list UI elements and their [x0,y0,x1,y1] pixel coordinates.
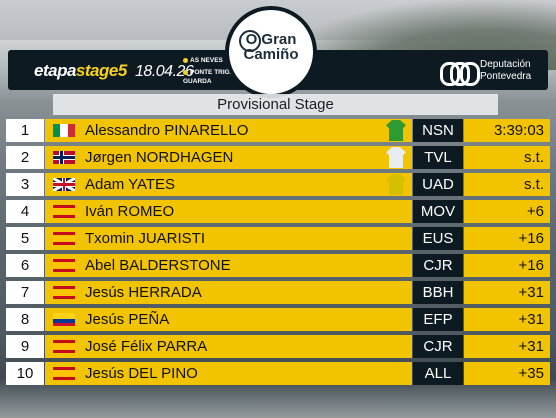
rider-name: Jesús DEL PINO [85,365,198,382]
rider-cell: Jesús PEÑA [45,308,412,331]
time-gap: s.t. [464,173,550,196]
rider-name: Txomin JUARISTI [85,230,206,247]
team-code: CJR [413,254,463,277]
result-row: 6 Abel BALDERSTONE CJR +16 [6,254,550,277]
team-code: UAD [413,173,463,196]
rider-name: Abel BALDERSTONE [85,257,231,274]
position: 6 [6,254,44,277]
time-gap: +31 [464,281,550,304]
team-code: EFP [413,308,463,331]
norway-flag-icon [53,151,75,164]
time-gap: +16 [464,227,550,250]
result-row: 4 Iván ROMEO MOV +6 [6,200,550,223]
stage-date: 18.04.26 [135,63,194,80]
rider-name: Jørgen NORDHAGEN [85,149,234,166]
team-code: BBH [413,281,463,304]
position: 10 [6,362,44,385]
rider-cell: Jesús DEL PINO [45,362,412,385]
rider-cell: Abel BALDERSTONE [45,254,412,277]
route-info: AS NEVES PONTE TRIGA A GUARDA [183,56,243,86]
route-start: AS NEVES [190,57,223,64]
position: 5 [6,227,44,250]
uk-flag-icon [53,178,75,191]
result-row: 1 Alessandro PINARELLO NSN 3:39:03 [6,119,550,142]
position: 7 [6,281,44,304]
route-end-dot-icon [183,69,188,75]
rider-cell: José Félix PARRA [45,335,412,358]
route-start-dot-icon [183,57,188,63]
rider-name: Jesús PEÑA [85,311,170,328]
rider-name: José Félix PARRA [85,338,208,355]
stage-title: etapastage5 18.04.26 [34,61,194,81]
time-gap: 3:39:03 [464,119,550,142]
yellow-jersey-icon [386,174,406,195]
result-row: 9 José Félix PARRA CJR +31 [6,335,550,358]
race-logo-text: O Gran Camiño [243,31,299,63]
position: 4 [6,200,44,223]
spain-flag-icon [53,232,75,245]
results-subtitle: Provisional Stage [53,94,498,115]
stage-label: stage5 [75,61,127,80]
team-code: EUS [413,227,463,250]
team-code: ALL [413,362,463,385]
rider-cell: Jørgen NORDHAGEN [45,146,412,169]
race-logo: O Gran Camiño [229,10,313,94]
rider-cell: Txomin JUARISTI [45,227,412,250]
route-end: PONTE TRIGA A GUARDA [183,69,241,85]
rider-name: Jesús HERRADA [85,284,202,301]
rider-cell: Adam YATES [45,173,412,196]
colombia-flag-icon [53,313,75,326]
sponsor-text-line2: Pontevedra [480,71,532,82]
result-row: 3 Adam YATES UAD s.t. [6,173,550,196]
spain-flag-icon [53,340,75,353]
result-row: 8 Jesús PEÑA EFP +31 [6,308,550,331]
time-gap: +16 [464,254,550,277]
team-code: NSN [413,119,463,142]
position: 1 [6,119,44,142]
sponsor-mark-icon [440,58,480,86]
time-gap: +6 [464,200,550,223]
result-row: 5 Txomin JUARISTI EUS +16 [6,227,550,250]
spain-flag-icon [53,205,75,218]
rider-cell: Iván ROMEO [45,200,412,223]
sponsor-text: Deputación Pontevedra [480,59,531,83]
time-gap: +35 [464,362,550,385]
position: 3 [6,173,44,196]
rider-cell: Jesús HERRADA [45,281,412,304]
team-code: CJR [413,335,463,358]
sponsor-logo: Deputación Pontevedra [440,57,545,86]
rider-cell: Alessandro PINARELLO [45,119,412,142]
spain-flag-icon [53,367,75,380]
sponsor-text-line1: Deputación [480,59,531,70]
spain-flag-icon [53,259,75,272]
time-gap: s.t. [464,146,550,169]
position: 9 [6,335,44,358]
result-row: 7 Jesús HERRADA BBH +31 [6,281,550,304]
white-jersey-icon [386,147,406,168]
position: 2 [6,146,44,169]
result-row: 2 Jørgen NORDHAGEN TVL s.t. [6,146,550,169]
position: 8 [6,308,44,331]
spain-flag-icon [53,286,75,299]
race-logo-ring-icon [239,30,261,52]
rider-name: Iván ROMEO [85,203,175,220]
rider-name: Adam YATES [85,176,176,193]
time-gap: +31 [464,335,550,358]
rider-name: Alessandro PINARELLO [85,122,249,139]
italy-flag-icon [53,124,75,137]
team-code: TVL [413,146,463,169]
result-row: 10 Jesús DEL PINO ALL +35 [6,362,550,385]
stage-prefix: etapa [34,61,76,80]
time-gap: +31 [464,308,550,331]
green-jersey-icon [386,120,406,141]
team-code: MOV [413,200,463,223]
